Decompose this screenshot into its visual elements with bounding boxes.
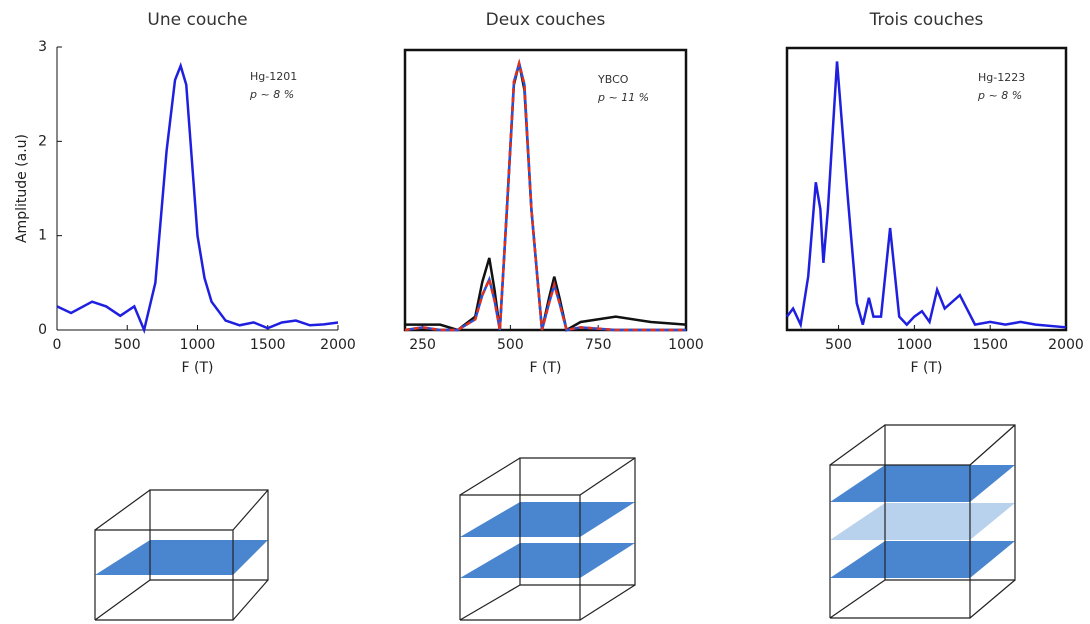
cube-edge (829, 424, 886, 466)
chart-title: Trois couches (869, 10, 984, 30)
cube-two-layers (459, 457, 636, 621)
chart-title: Deux couches (486, 10, 606, 30)
annotation: Hg-1201 (250, 70, 297, 83)
annotation: YBCO (597, 73, 629, 86)
cube-edge (969, 424, 1016, 466)
plot-frame (403, 48, 688, 332)
layer (830, 465, 1015, 502)
cube-edge (579, 584, 636, 621)
cube-edge (94, 579, 151, 621)
x-tick-label: 500 (497, 337, 524, 353)
cube-edge (232, 579, 269, 621)
layer (95, 540, 268, 575)
y-tick-label: 2 (38, 133, 47, 149)
cube-edge (579, 457, 636, 496)
x-tick-label: 1500 (972, 337, 1008, 353)
chart-title: Une couche (147, 10, 247, 30)
x-tick-label: 2000 (320, 337, 356, 353)
x-tick-label: 0 (53, 337, 62, 353)
cube-edge (459, 457, 521, 496)
x-tick-label: 750 (585, 337, 612, 353)
y-axis-label: Amplitude (a.u) (14, 134, 30, 243)
cube-edge (459, 584, 521, 621)
cube-one-layer (94, 489, 269, 621)
layer (830, 503, 1015, 540)
x-axis-label: F (T) (911, 360, 943, 376)
x-tick-label: 1000 (668, 337, 704, 353)
cube-edge (829, 579, 886, 619)
annotation: p ~ 8 % (977, 89, 1022, 102)
x-tick-label: 1000 (180, 337, 216, 353)
data-line (56, 62, 339, 335)
x-axis-label: F (T) (530, 360, 562, 376)
cube-edge (232, 489, 269, 531)
layer (460, 543, 635, 578)
cube-edge (969, 579, 1016, 619)
x-tick-label: 2000 (1048, 337, 1084, 353)
x-tick-label: 1000 (897, 337, 933, 353)
annotation: p ~ 11 % (597, 91, 649, 104)
cube-edge (94, 489, 151, 531)
data-line (404, 58, 686, 332)
y-tick-label: 3 (38, 39, 47, 55)
x-tick-label: 1500 (250, 337, 286, 353)
layer (460, 502, 635, 537)
x-tick-label: 500 (825, 337, 852, 353)
data-line (786, 61, 1067, 329)
x-tick-label: 250 (409, 337, 436, 353)
layer (830, 541, 1015, 578)
cube-three-layers (829, 424, 1016, 619)
annotation: p ~ 8 % (249, 88, 294, 101)
plot-frame (785, 46, 1068, 332)
x-tick-label: 500 (114, 337, 141, 353)
annotation: Hg-1223 (978, 71, 1025, 84)
y-tick-label: 0 (38, 322, 47, 338)
x-axis-label: F (T) (182, 360, 214, 376)
y-tick-label: 1 (38, 228, 47, 244)
